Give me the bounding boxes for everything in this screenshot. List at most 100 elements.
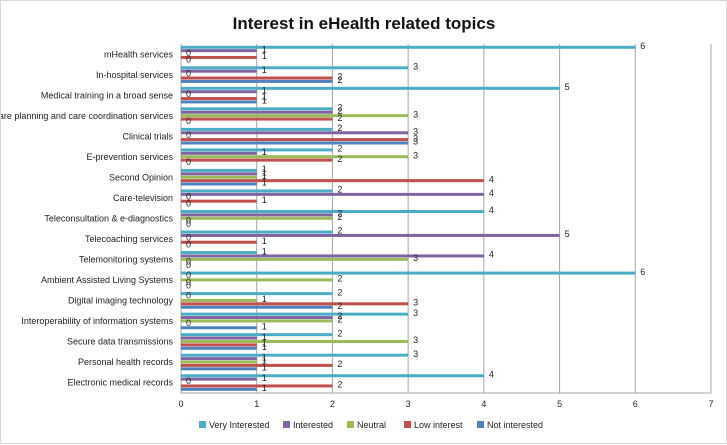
data-label: 0 xyxy=(186,48,191,58)
bar xyxy=(181,251,257,255)
data-label: 0 xyxy=(186,277,191,287)
bar xyxy=(181,278,333,282)
bar xyxy=(181,298,257,302)
data-label: 2 xyxy=(337,315,342,325)
bar xyxy=(181,138,409,142)
data-label: 3 xyxy=(413,150,418,160)
data-label: 1 xyxy=(262,373,267,383)
legend-swatch xyxy=(347,421,354,428)
bar xyxy=(181,374,484,378)
data-label: 2 xyxy=(337,287,342,297)
bar xyxy=(181,55,257,59)
data-label: 1 xyxy=(262,356,267,366)
data-label: 1 xyxy=(262,168,267,178)
bar xyxy=(181,141,409,145)
data-label: 5 xyxy=(565,82,570,92)
x-tick-labels: 0 1 2 3 4 5 6 7 xyxy=(178,399,713,409)
bar xyxy=(181,305,333,309)
bar xyxy=(181,316,333,320)
data-label: 4 xyxy=(489,250,494,260)
data-label: 2 xyxy=(337,226,342,236)
legend-label: Very Interested xyxy=(209,420,270,430)
data-label: 0 xyxy=(186,191,191,201)
bar xyxy=(181,110,333,114)
data-label: 3 xyxy=(413,253,418,263)
category-label: Care-television xyxy=(113,193,173,203)
legend: Very Interested Interested Neutral Low inte… xyxy=(199,420,543,430)
data-label: 4 xyxy=(489,188,494,198)
category-label: Telecoaching services xyxy=(85,234,174,244)
data-label: 1 xyxy=(262,96,267,106)
data-label: 0 xyxy=(186,55,191,65)
bar xyxy=(181,131,409,135)
data-label: 2 xyxy=(337,209,342,219)
bar xyxy=(181,257,409,261)
legend-swatch xyxy=(199,421,206,428)
bar xyxy=(181,336,257,340)
data-label: 1 xyxy=(262,195,267,205)
bar xyxy=(181,343,257,347)
bar xyxy=(181,158,333,162)
data-label: 6 xyxy=(640,41,645,51)
bar xyxy=(181,312,409,316)
bar xyxy=(181,339,409,343)
data-label: 2 xyxy=(337,274,342,284)
data-label: 0 xyxy=(186,89,191,99)
bar xyxy=(181,357,257,361)
bar xyxy=(181,199,257,203)
data-label: 6 xyxy=(640,267,645,277)
bar xyxy=(181,367,257,371)
data-label: 0 xyxy=(186,116,191,126)
bar xyxy=(181,49,257,53)
data-label: 1 xyxy=(262,92,267,102)
x-tick-label: 6 xyxy=(633,399,638,409)
bar xyxy=(181,100,257,104)
data-label: 0 xyxy=(186,280,191,290)
bar xyxy=(181,192,484,196)
bar xyxy=(181,172,257,176)
bar xyxy=(181,117,333,121)
x-tick-label: 7 xyxy=(708,399,713,409)
bar xyxy=(181,182,257,186)
data-label: 1 xyxy=(262,352,267,362)
data-label: 1 xyxy=(262,342,267,352)
bar xyxy=(181,79,333,83)
data-label: 3 xyxy=(413,109,418,119)
category-label: E-prevention services xyxy=(86,152,173,162)
bar xyxy=(181,326,257,330)
data-label: 0 xyxy=(186,219,191,229)
data-label: 3 xyxy=(413,335,418,345)
data-label: 2 xyxy=(337,311,342,321)
bar xyxy=(181,346,257,350)
category-label: Electronic medical records xyxy=(67,378,173,388)
x-tick-label: 2 xyxy=(330,399,335,409)
data-label: 4 xyxy=(489,369,494,379)
bar xyxy=(181,175,257,179)
data-label: 1 xyxy=(262,85,267,95)
data-label: 3 xyxy=(413,349,418,359)
bar xyxy=(181,168,257,172)
bar xyxy=(181,90,257,94)
x-tick-label: 4 xyxy=(481,399,486,409)
bar xyxy=(181,230,333,234)
category-label: Personal health records xyxy=(78,357,174,367)
bar xyxy=(181,233,560,237)
data-label: 0 xyxy=(186,157,191,167)
data-label: 1 xyxy=(262,383,267,393)
category-label: Telemonitoring systems xyxy=(79,255,174,265)
bar xyxy=(181,271,636,275)
category-label: mHealth services xyxy=(104,49,174,59)
data-label: 2 xyxy=(337,103,342,113)
data-label: 3 xyxy=(413,133,418,143)
data-label: 2 xyxy=(337,185,342,195)
data-label: 0 xyxy=(186,233,191,243)
bar xyxy=(181,254,484,258)
bar xyxy=(181,148,333,152)
category-label: Interoperability of information systems xyxy=(21,316,173,326)
bar xyxy=(181,69,257,73)
data-label: 0 xyxy=(186,291,191,301)
category-label: Medical training in a broad sense xyxy=(41,90,173,100)
data-label: 0 xyxy=(186,318,191,328)
bar xyxy=(181,363,333,367)
